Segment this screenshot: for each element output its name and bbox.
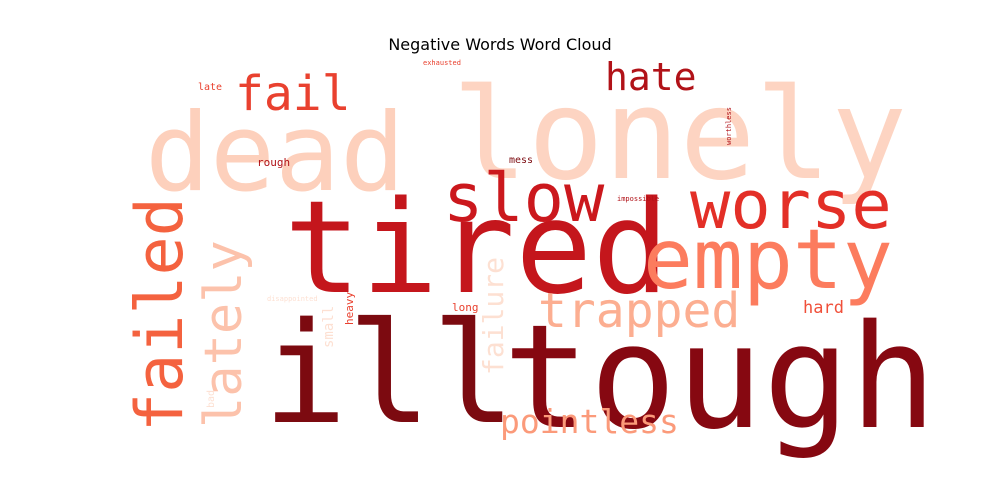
word-small: small bbox=[321, 305, 337, 348]
word-tired: tired bbox=[284, 174, 670, 323]
word-failed: failed bbox=[123, 197, 198, 432]
word-trapped: trapped bbox=[538, 283, 741, 339]
word-pointless: pointless bbox=[500, 402, 679, 441]
word-long: long bbox=[452, 301, 479, 314]
word-worthless: worthless bbox=[725, 107, 733, 145]
word-worse: worse bbox=[690, 166, 892, 244]
word-lonely: lonely bbox=[452, 61, 908, 208]
word-hate: hate bbox=[605, 55, 697, 99]
word-bad: bad bbox=[206, 389, 217, 408]
word-dead: dead bbox=[145, 91, 406, 216]
word-late: late bbox=[198, 82, 223, 93]
word-mess: mess bbox=[509, 155, 534, 166]
word-empty: empty bbox=[643, 211, 893, 308]
word-fail: fail bbox=[235, 66, 351, 122]
word-failure: failure bbox=[477, 256, 510, 375]
word-ill: ill bbox=[263, 293, 516, 456]
word-impossible: impossible bbox=[617, 195, 660, 203]
word-tough: tough bbox=[503, 293, 937, 461]
word-heavy: heavy bbox=[343, 291, 356, 325]
word-disappointed: disappointed bbox=[267, 295, 318, 303]
word-slow: slow bbox=[443, 159, 605, 237]
word-rough: rough bbox=[257, 156, 291, 169]
word-exhausted: exhausted bbox=[423, 59, 461, 67]
chart-title: Negative Words Word Cloud bbox=[388, 35, 612, 54]
word-hard: hard bbox=[803, 298, 844, 318]
